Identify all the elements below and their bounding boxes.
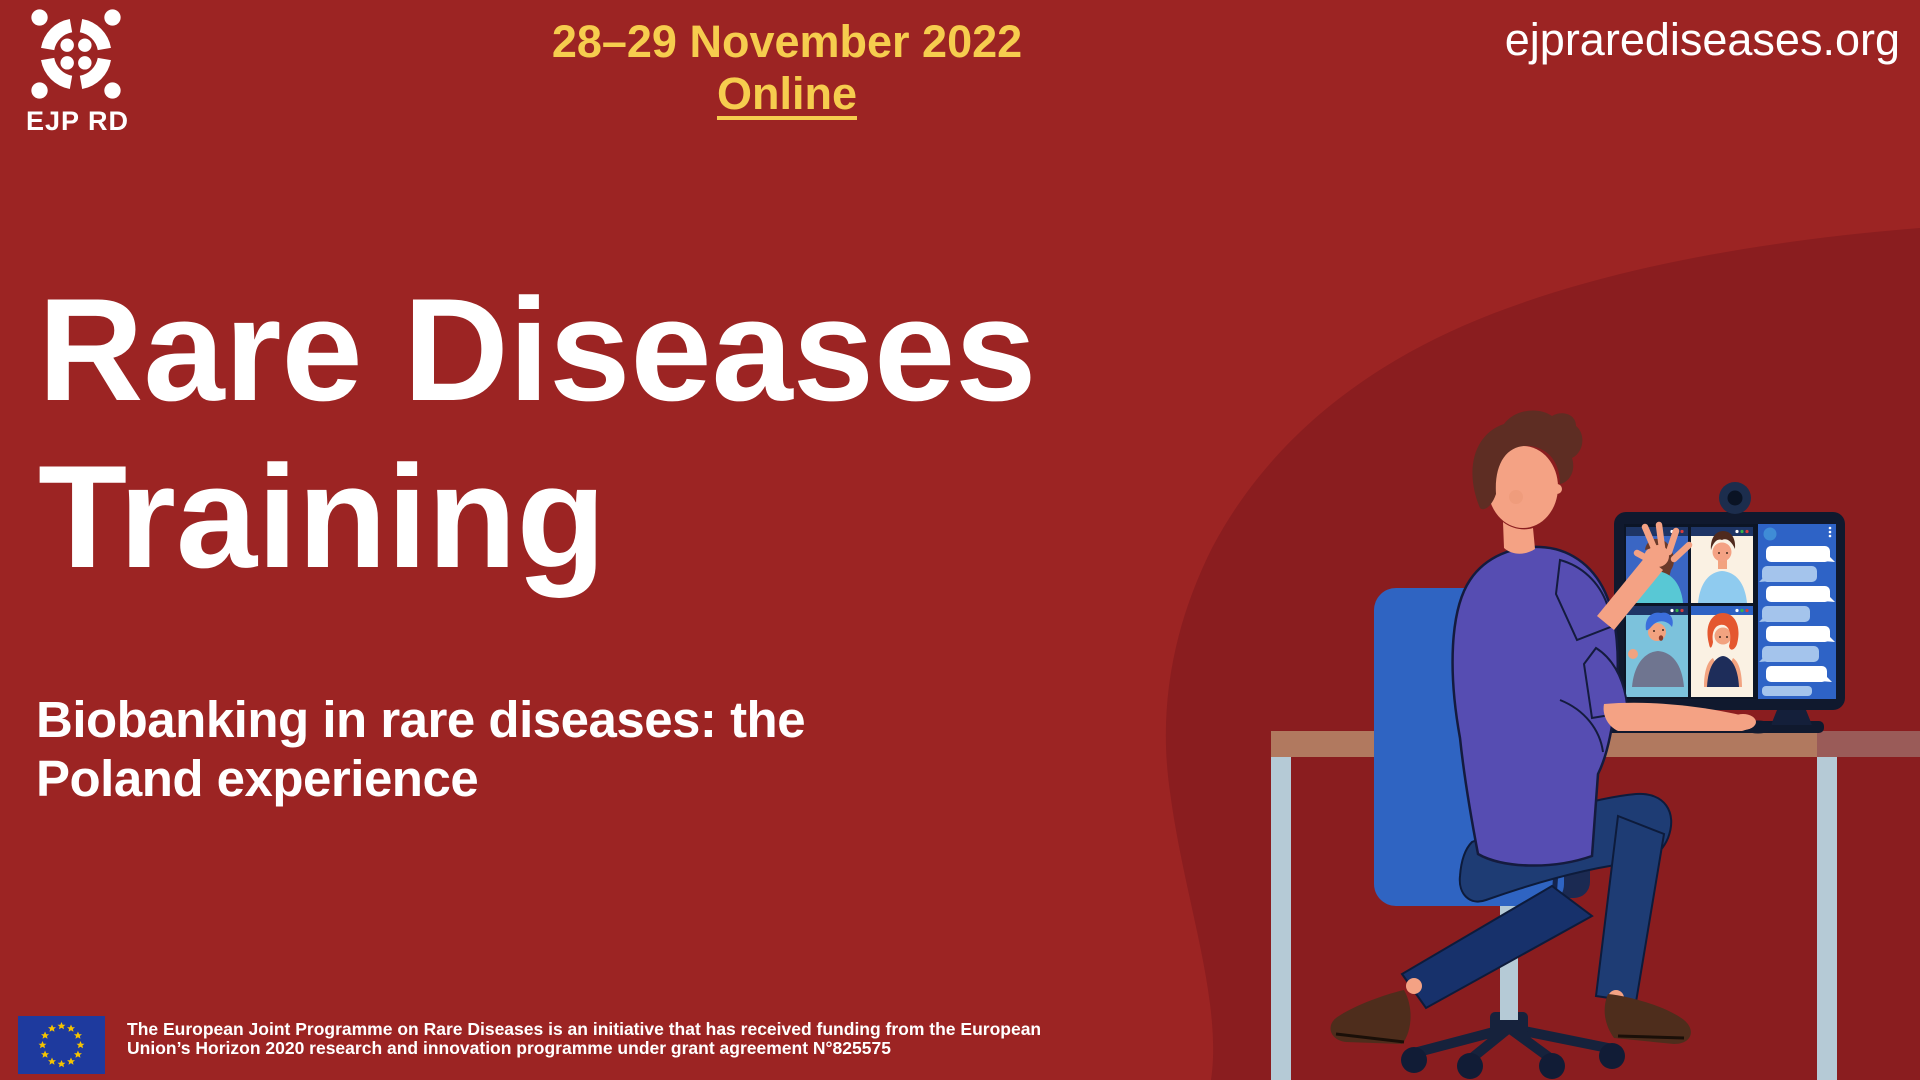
title-line-2: Training	[38, 435, 606, 598]
session-subtitle: Biobanking in rare diseases: the Poland …	[36, 690, 806, 808]
event-info: 28–29 November 2022 Online	[500, 16, 1074, 120]
funding-footer: The European Joint Programme on Rare Dis…	[18, 1016, 1041, 1074]
shoe	[1330, 990, 1411, 1044]
seated-person	[1330, 410, 1773, 1044]
video-tile-2	[1691, 527, 1753, 603]
hair	[1472, 410, 1583, 510]
meeting-illustration	[1165, 228, 1920, 1080]
subtitle-line-2: Poland experience	[36, 750, 479, 807]
chat-bubbles	[1759, 546, 1835, 696]
ejprd-logo-text: EJP RD	[26, 106, 130, 136]
title-line-1: Rare Diseases	[38, 268, 1037, 431]
video-tile-3	[1626, 606, 1688, 697]
monitor	[1602, 482, 1845, 733]
subtitle-line-1: Biobanking in rare diseases: the	[36, 691, 806, 748]
ejprd-logo: EJP RD	[24, 6, 154, 137]
disclaimer-line-1: The European Joint Programme on Rare Dis…	[127, 1019, 1042, 1039]
ejprd-logo-icon	[31, 9, 121, 99]
online-link[interactable]: Online	[716, 68, 857, 119]
chat-panel	[1758, 524, 1836, 699]
video-tile-4	[1691, 606, 1753, 697]
disclaimer-line-2: Union’s Horizon 2020 research and innova…	[127, 1038, 891, 1058]
shoe	[1604, 994, 1691, 1044]
webcam-icon	[1719, 482, 1751, 514]
funding-disclaimer: The European Joint Programme on Rare Dis…	[127, 1020, 1041, 1058]
page-title: Rare Diseases Training	[38, 266, 1036, 600]
website-url: ejprarediseases.org	[1504, 14, 1900, 65]
event-date: 28–29 November 2022	[551, 16, 1023, 67]
chat-avatar	[1763, 527, 1777, 541]
kebab-menu-icon	[1828, 526, 1832, 538]
eu-flag-icon	[18, 1016, 105, 1074]
